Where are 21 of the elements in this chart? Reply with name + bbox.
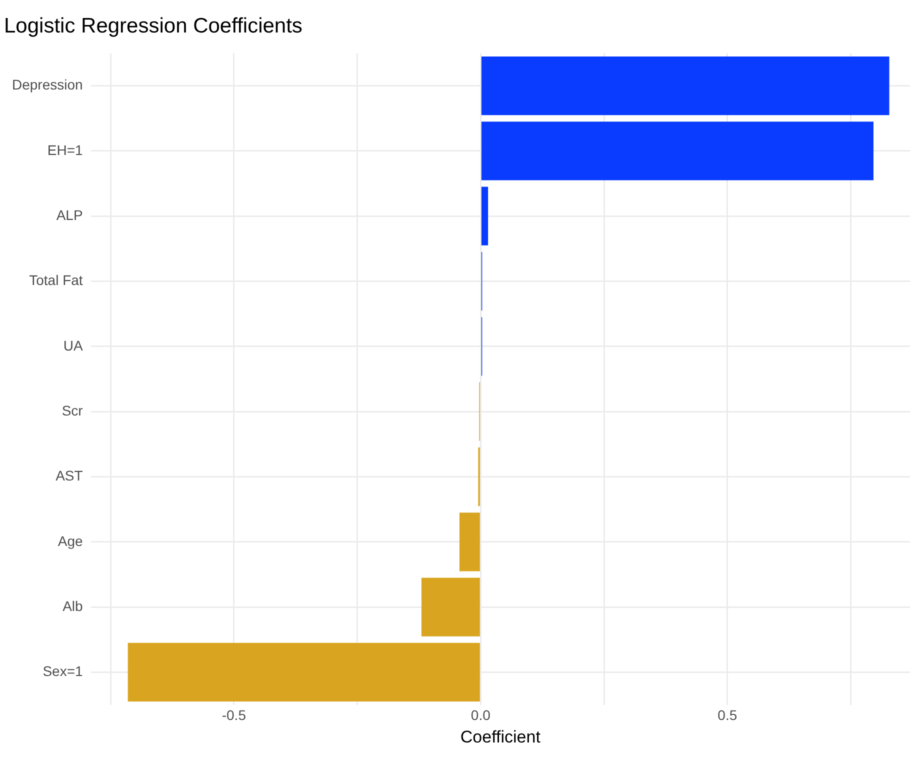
bar [481,186,488,246]
y-tick-label: Sex=1 [42,663,84,680]
bar [481,122,874,180]
y-tick-label: Age [58,532,84,549]
y-tick-label: Scr [62,402,84,418]
chart-title: Logistic Regression Coefficients [4,14,302,38]
y-tick-label: ALP [56,206,83,223]
y-tick-label: Total Fat [29,272,83,288]
y-tick-label: EH=1 [47,142,84,158]
bar [128,642,480,702]
bar [459,512,480,572]
y-tick-label: AST [56,468,84,484]
x-axis-title: Coefficient [460,727,541,746]
bar [481,56,890,116]
x-tick-label: -0.5 [222,707,246,724]
x-tick-label: 0.0 [470,707,491,724]
y-tick-label: Depression [12,76,83,93]
bar [421,578,480,636]
y-tick-label: Alb [62,598,84,614]
x-tick-label: 0.5 [718,707,738,724]
y-tick-label: UA [63,337,84,354]
